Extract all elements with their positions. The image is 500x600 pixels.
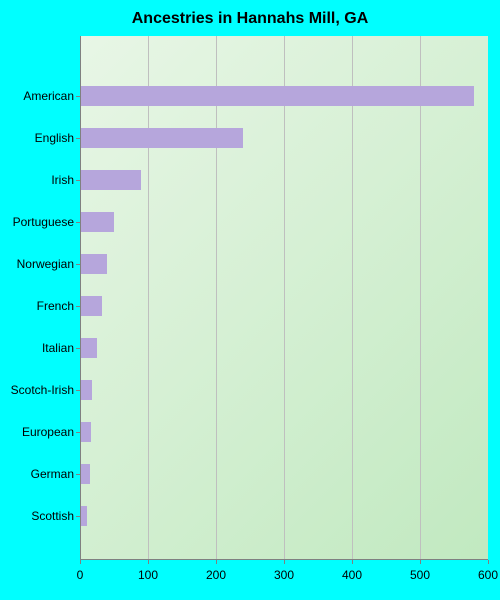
x-tick: [216, 560, 217, 564]
x-axis-label: 200: [206, 568, 226, 582]
x-gridline: [216, 36, 217, 560]
y-axis-line: [80, 36, 81, 560]
y-tick: [76, 264, 80, 265]
y-tick: [76, 306, 80, 307]
y-tick: [76, 222, 80, 223]
y-tick: [76, 390, 80, 391]
x-tick: [284, 560, 285, 564]
y-axis-label: Scotch-Irish: [11, 383, 74, 397]
plot-area: 0100200300400500600AmericanEnglishIrishP…: [80, 36, 488, 560]
y-tick: [76, 180, 80, 181]
y-axis-label: American: [23, 89, 74, 103]
x-gridline: [284, 36, 285, 560]
y-axis-label: Irish: [51, 173, 74, 187]
x-axis-label: 400: [342, 568, 362, 582]
y-axis-label: Italian: [42, 341, 74, 355]
x-tick: [488, 560, 489, 564]
x-gridline: [352, 36, 353, 560]
bar: [80, 464, 90, 484]
y-axis-label: Portuguese: [13, 215, 74, 229]
x-tick: [80, 560, 81, 564]
x-tick: [420, 560, 421, 564]
chart-page: Ancestries in Hannahs Mill, GA City-Data…: [0, 0, 500, 600]
x-axis-label: 600: [478, 568, 498, 582]
x-tick: [148, 560, 149, 564]
y-tick: [76, 474, 80, 475]
x-gridline: [420, 36, 421, 560]
y-tick: [76, 96, 80, 97]
bar: [80, 212, 114, 232]
x-axis-label: 100: [138, 568, 158, 582]
y-axis-label: German: [31, 467, 74, 481]
y-tick: [76, 348, 80, 349]
y-tick: [76, 432, 80, 433]
y-axis-label: French: [37, 299, 74, 313]
chart-title: Ancestries in Hannahs Mill, GA: [0, 10, 500, 28]
y-tick: [76, 516, 80, 517]
plot-inner: [80, 36, 488, 560]
x-gridline: [148, 36, 149, 560]
bar: [80, 380, 92, 400]
y-axis-label: European: [22, 425, 74, 439]
x-axis-label: 500: [410, 568, 430, 582]
bar: [80, 506, 87, 526]
x-axis-label: 0: [77, 568, 84, 582]
y-tick: [76, 138, 80, 139]
bar: [80, 254, 107, 274]
y-axis-label: Norwegian: [17, 257, 74, 271]
bar: [80, 338, 97, 358]
y-axis-label: English: [35, 131, 74, 145]
bar: [80, 170, 141, 190]
x-tick: [352, 560, 353, 564]
bar: [80, 86, 474, 106]
bar: [80, 128, 243, 148]
bar: [80, 422, 91, 442]
x-axis-label: 300: [274, 568, 294, 582]
y-axis-label: Scottish: [31, 509, 74, 523]
bar: [80, 296, 102, 316]
